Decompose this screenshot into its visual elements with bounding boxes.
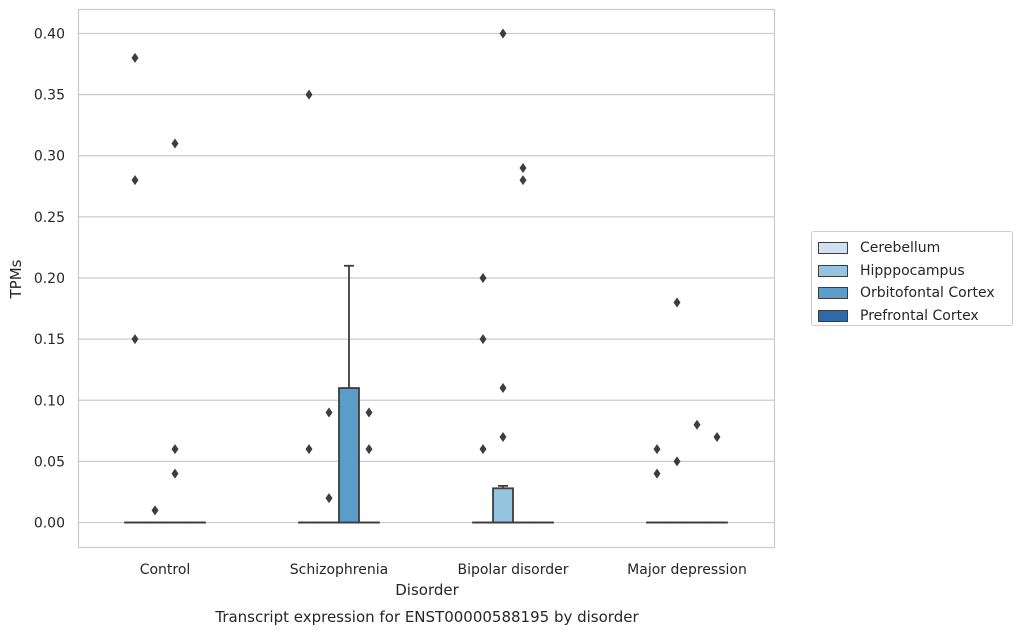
outlier-point bbox=[305, 444, 313, 455]
outlier-point bbox=[479, 273, 487, 283]
box bbox=[338, 387, 360, 524]
outlier-point bbox=[673, 456, 681, 467]
x-tick-label: Bipolar disorder bbox=[457, 562, 568, 578]
y-tick-label: 0.20 bbox=[34, 271, 65, 287]
outlier-point bbox=[131, 334, 139, 345]
outlier-point bbox=[325, 407, 333, 418]
x-tick-label: Control bbox=[140, 562, 191, 578]
y-tick-label: 0.40 bbox=[34, 26, 65, 42]
y-tick-label: 0.30 bbox=[34, 149, 65, 165]
outlier-point bbox=[365, 444, 373, 455]
legend-item: Prefrontal Cortex bbox=[818, 305, 1012, 328]
y-tick-label: 0.15 bbox=[34, 332, 65, 348]
outlier-point bbox=[479, 444, 487, 455]
grid-lines bbox=[78, 32, 774, 524]
outlier-point bbox=[325, 493, 333, 504]
box-plot-marks bbox=[124, 28, 728, 524]
outlier-point bbox=[499, 431, 507, 442]
legend-swatch bbox=[818, 242, 848, 255]
outlier-point bbox=[131, 52, 139, 63]
y-tick-label: 0.10 bbox=[34, 393, 65, 409]
outlier-point bbox=[151, 505, 159, 516]
plot-area-frame bbox=[77, 8, 776, 549]
legend-label: Cerebellum bbox=[860, 240, 941, 257]
legend-label: Orbitofontal Cortex bbox=[860, 285, 995, 302]
legend-item: Orbitofontal Cortex bbox=[818, 282, 1012, 305]
outlier-point bbox=[305, 89, 313, 100]
outlier-point bbox=[479, 334, 487, 345]
outlier-point bbox=[171, 468, 179, 479]
outlier-point bbox=[653, 468, 661, 479]
legend-item: Hipppocampus bbox=[818, 260, 1012, 283]
outlier-point bbox=[713, 431, 721, 442]
x-axis-title: Disorder bbox=[395, 581, 459, 599]
y-tick-label: 0.35 bbox=[34, 88, 65, 104]
legend-label: Prefrontal Cortex bbox=[860, 307, 979, 324]
y-tick-label: 0.00 bbox=[34, 516, 65, 532]
y-tick-label: 0.25 bbox=[34, 210, 65, 226]
outlier-point bbox=[365, 407, 373, 418]
legend-swatch bbox=[818, 264, 848, 277]
outlier-point bbox=[131, 175, 139, 186]
legend-label: Hipppocampus bbox=[860, 262, 965, 279]
outlier-point bbox=[693, 419, 701, 430]
outlier-point bbox=[499, 28, 507, 39]
outlier-point bbox=[519, 162, 527, 173]
outlier-point bbox=[171, 444, 179, 455]
legend-swatch bbox=[818, 287, 848, 300]
x-tick-label: Schizophrenia bbox=[290, 562, 388, 578]
outlier-point bbox=[673, 297, 681, 308]
legend-item: Cerebellum bbox=[818, 237, 1012, 260]
legend-swatch bbox=[818, 309, 848, 322]
y-axis-title: TPMs bbox=[7, 259, 25, 299]
box bbox=[492, 487, 514, 524]
chart-caption: Transcript expression for ENST0000058819… bbox=[214, 608, 639, 626]
legend: Cerebellum Hipppocampus Orbitofontal Corte… bbox=[811, 231, 1013, 326]
x-tick-label: Major depression bbox=[627, 562, 747, 578]
outlier-point bbox=[499, 383, 507, 394]
outlier-point bbox=[171, 138, 179, 149]
outlier-point bbox=[519, 175, 527, 186]
outlier-point bbox=[653, 444, 661, 455]
y-tick-labels: 0.00 0.05 0.10 0.15 0.20 0.25 0.30 0.35 0.40 bbox=[34, 26, 65, 531]
x-tick-labels: Control Schizophrenia Bipolar disorder Majo… bbox=[140, 562, 747, 578]
y-tick-label: 0.05 bbox=[34, 454, 65, 470]
